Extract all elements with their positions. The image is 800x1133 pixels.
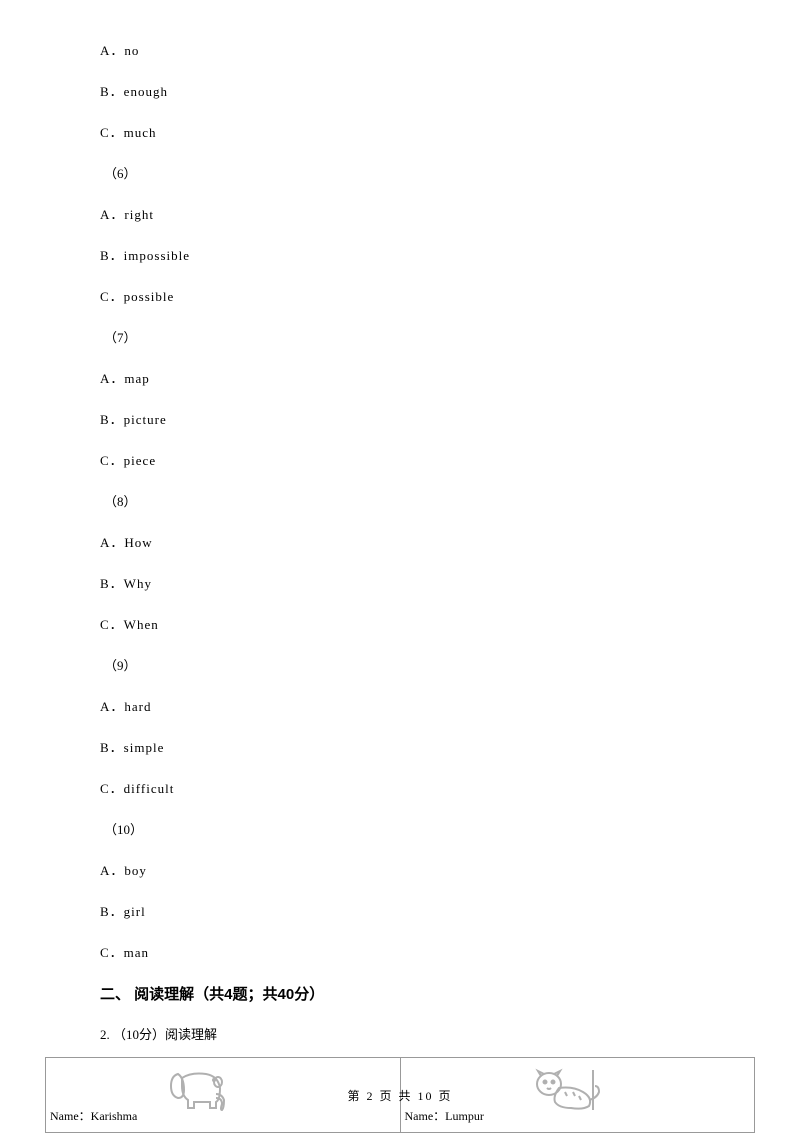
document-content: A．no B．enough C．much （6） A．right B．impos…	[0, 0, 800, 1133]
option-10b: B．girl	[100, 901, 700, 920]
option-6c: C．possible	[100, 286, 700, 305]
option-9b: B．simple	[100, 737, 700, 756]
cell-2-label: Name：Lumpur	[405, 1107, 484, 1124]
option-5c: C．much	[100, 122, 700, 141]
group-6-number: （6）	[100, 163, 700, 182]
option-6a: A．right	[100, 204, 700, 223]
question-header: 2. （10分）阅读理解	[100, 1024, 700, 1043]
option-8c: C．When	[100, 614, 700, 633]
group-9-number: （9）	[100, 655, 700, 674]
option-6b: B．impossible	[100, 245, 700, 264]
option-7a: A．map	[100, 368, 700, 387]
group-8-number: （8）	[100, 491, 700, 510]
option-7b: B．picture	[100, 409, 700, 428]
option-7c: C．piece	[100, 450, 700, 469]
page-footer: 第 2 页 共 10 页	[0, 1087, 800, 1104]
section-header: 二、 阅读理解（共4题；共40分）	[100, 983, 700, 1004]
option-5b: B．enough	[100, 81, 700, 100]
group-10-number: （10）	[100, 819, 700, 838]
option-9c: C．difficult	[100, 778, 700, 797]
option-10a: A．boy	[100, 860, 700, 879]
option-10c: C．man	[100, 942, 700, 961]
cell-1-label: Name：Karishma	[50, 1107, 137, 1124]
option-9a: A．hard	[100, 696, 700, 715]
group-7-number: （7）	[100, 327, 700, 346]
option-8b: B．Why	[100, 573, 700, 592]
option-5a: A．no	[100, 40, 700, 59]
option-8a: A．How	[100, 532, 700, 551]
